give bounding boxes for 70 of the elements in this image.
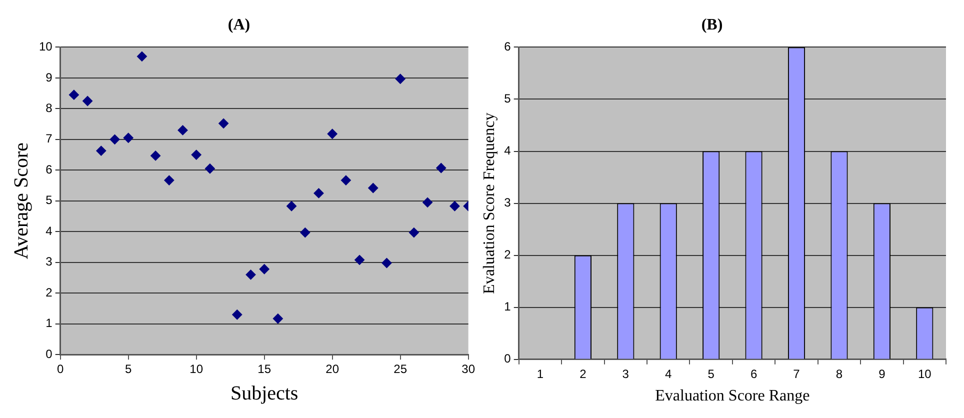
point: [436, 163, 446, 174]
point: [178, 125, 188, 136]
point: [136, 51, 147, 62]
y-tick-label: 6: [504, 40, 512, 54]
point: [123, 132, 134, 143]
y-tick-label: 1: [46, 316, 53, 330]
y-tick-label: 4: [504, 144, 512, 158]
y-axis-title: Average Score: [10, 142, 32, 260]
point: [246, 270, 256, 280]
x-tick-label: 2: [580, 366, 587, 381]
y-tick-label: 3: [504, 196, 512, 210]
point: [368, 182, 378, 193]
x-tick-label: 0: [57, 362, 64, 376]
y-tick-label: 0: [504, 352, 512, 366]
point: [218, 118, 229, 128]
x-axis-title: Evaluation Score Range: [655, 388, 810, 405]
y-tick-label: 2: [46, 285, 53, 300]
y-tick-label: 10: [38, 40, 53, 54]
point: [395, 74, 406, 84]
x-tick-label: 30: [462, 362, 476, 376]
point: [327, 128, 338, 139]
point: [150, 150, 161, 161]
point: [164, 175, 174, 186]
x-tick-label: 20: [326, 362, 340, 376]
point: [286, 201, 297, 212]
point: [68, 90, 79, 100]
point: [314, 188, 324, 198]
point: [272, 314, 283, 324]
point: [96, 146, 106, 156]
point: [232, 310, 242, 320]
y-tick-label: 9: [46, 70, 53, 84]
y-tick-label: 3: [46, 254, 53, 269]
point: [259, 264, 270, 274]
x-tick-label: 3: [622, 366, 630, 381]
point: [422, 197, 433, 208]
y-tick-label: 5: [504, 92, 512, 106]
point: [450, 201, 460, 212]
x-tick-label: 10: [918, 366, 932, 381]
x-tick-label: 10: [190, 362, 204, 376]
point: [408, 228, 419, 238]
point: [191, 150, 202, 160]
point: [382, 258, 392, 268]
point: [354, 254, 365, 265]
x-tick-label: 5: [708, 366, 715, 381]
y-tick-label: 6: [46, 162, 53, 176]
point: [110, 134, 120, 144]
point: [82, 96, 93, 106]
x-tick-label: 4: [665, 366, 672, 381]
x-tick-label: 9: [878, 366, 886, 381]
x-tick-label: 1: [536, 366, 544, 381]
point: [204, 164, 215, 174]
y-tick-label: 8: [46, 100, 53, 115]
x-tick-label: 8: [836, 366, 843, 381]
y-tick-label: 7: [46, 132, 53, 146]
y-tick-label: 4: [46, 224, 53, 238]
y-tick-label: 1: [504, 300, 512, 314]
x-tick-label: 25: [394, 362, 408, 376]
y-tick-label: 0: [46, 346, 53, 361]
x-tick-label: 15: [258, 362, 272, 376]
point: [340, 175, 351, 186]
chart-title: (B): [701, 16, 723, 34]
point: [300, 228, 310, 238]
x-tick-label: 7: [793, 366, 800, 381]
y-axis-title: Evaluation Score Frequency: [480, 112, 498, 294]
y-tick-label: 2: [504, 248, 512, 262]
y-tick-label: 5: [46, 193, 53, 208]
chart-title: (A): [228, 16, 250, 34]
x-tick-label: 5: [125, 362, 132, 376]
x-tick-label: 6: [750, 366, 758, 381]
x-axis-title: Subjects: [230, 382, 298, 404]
